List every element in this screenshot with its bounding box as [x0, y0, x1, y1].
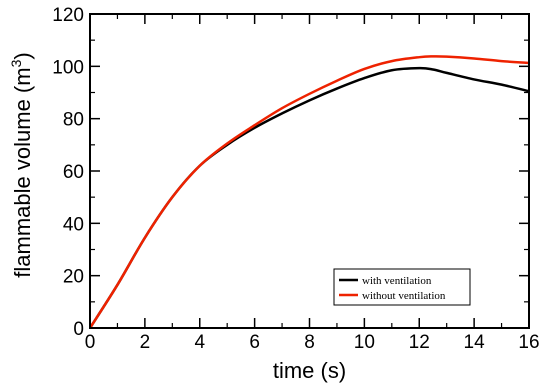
y-tick-label: 80 [63, 110, 84, 131]
y-tick-label: 120 [52, 5, 84, 26]
series-line-without-ventilation [88, 55, 530, 329]
y-tick-label: 60 [63, 162, 84, 183]
y-axis-title-main: flammable volume (m [10, 67, 35, 277]
y-tick-label: 40 [63, 214, 84, 235]
x-tick-label: 0 [85, 332, 96, 353]
y-tick-label: 20 [63, 267, 84, 288]
y-axis-title-close: ) [10, 52, 35, 59]
x-tick-label: 16 [518, 332, 539, 353]
x-tick-label: 2 [140, 332, 151, 353]
x-tick-label: 12 [409, 332, 430, 353]
x-axis-title: time (s) [273, 358, 346, 383]
x-tick-label: 8 [304, 332, 315, 353]
x-tick-label: 6 [249, 332, 260, 353]
y-tick-label: 100 [52, 57, 84, 78]
series-layer [88, 55, 530, 329]
x-tick-label: 10 [354, 332, 375, 353]
legend-box [333, 268, 471, 306]
x-tick-label: 4 [194, 332, 205, 353]
axis-ticks [89, 13, 530, 329]
legend: with ventilation without ventilation [333, 268, 471, 306]
y-axis-title-superscript: 3 [8, 59, 24, 67]
legend-label-with-ventilation: with ventilation [362, 275, 432, 287]
y-axis-title: flammable volume (m3) [8, 52, 35, 277]
y-tick-label: 0 [73, 319, 84, 340]
axis-tick-labels: 0 2 4 6 8 10 12 14 16 0 20 40 60 80 100 120 [52, 5, 539, 353]
legend-label-without-ventilation: without ventilation [362, 290, 446, 302]
x-tick-label: 14 [464, 332, 486, 353]
